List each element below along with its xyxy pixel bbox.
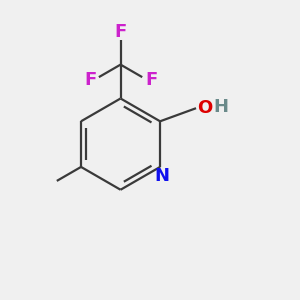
Text: F: F <box>145 71 157 89</box>
Text: O: O <box>197 99 213 117</box>
Text: H: H <box>213 98 228 116</box>
Text: N: N <box>154 167 169 185</box>
Text: F: F <box>114 23 127 41</box>
Text: F: F <box>84 71 96 89</box>
